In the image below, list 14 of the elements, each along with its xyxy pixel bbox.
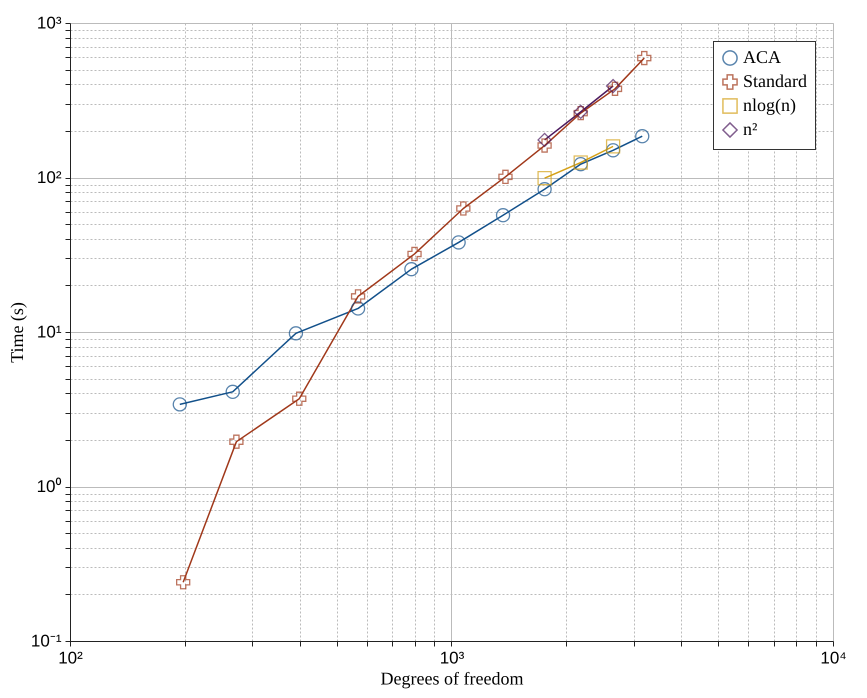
x-tick-label: 10³ bbox=[440, 648, 465, 668]
legend-label: n² bbox=[743, 119, 758, 139]
x-tick-label: 10⁴ bbox=[820, 648, 847, 668]
y-tick-label: 10³ bbox=[36, 14, 62, 32]
y-tick-label: 10⁻¹ bbox=[30, 632, 62, 650]
x-axis-title: Degrees of freedom bbox=[380, 668, 524, 688]
y-tick-label: 10² bbox=[36, 168, 62, 187]
y-tick-label: 10⁰ bbox=[36, 477, 62, 496]
y-tick-label: 10¹ bbox=[36, 322, 62, 342]
legend-label: nlog(n) bbox=[743, 95, 796, 115]
legend-label: ACA bbox=[743, 47, 782, 67]
legend-label: Standard bbox=[743, 71, 807, 91]
y-axis-title: Time (s) bbox=[6, 302, 27, 363]
x-tick-label: 10² bbox=[58, 648, 84, 668]
